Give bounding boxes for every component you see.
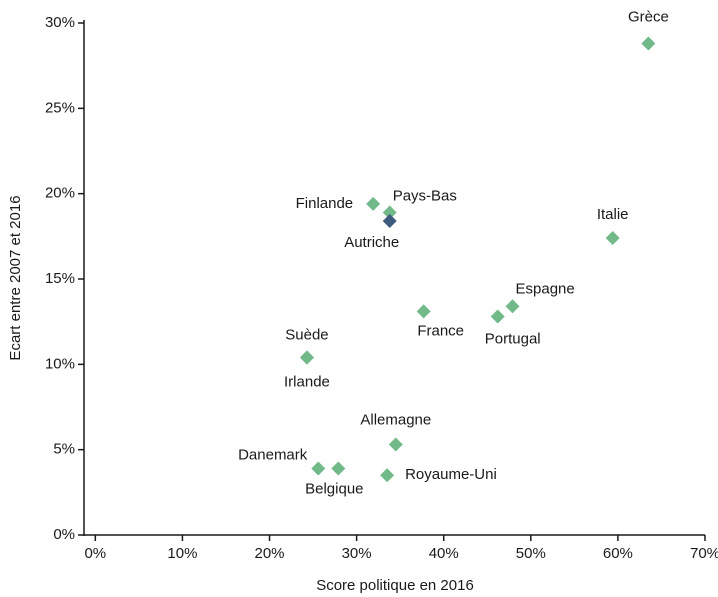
point xyxy=(605,231,620,246)
x-tick-label: 10% xyxy=(167,545,197,562)
x-tick-label: 0% xyxy=(84,545,106,562)
point-label: Danemark xyxy=(238,446,308,463)
point xyxy=(331,461,346,476)
x-axis-title: Score politique en 2016 xyxy=(316,577,474,594)
point-label: Irlande xyxy=(284,373,330,390)
point-label: Suède xyxy=(285,326,328,343)
y-tick-label: 5% xyxy=(53,441,75,458)
point xyxy=(416,304,431,319)
y-tick-label: 15% xyxy=(45,270,75,287)
y-tick-label: 30% xyxy=(45,14,75,31)
y-tick-label: 25% xyxy=(45,99,75,116)
point xyxy=(382,205,397,220)
y-tick-label: 0% xyxy=(53,526,75,543)
point xyxy=(388,437,403,452)
point xyxy=(382,213,397,228)
point-label: Finlande xyxy=(296,195,354,212)
point-label: Portugal xyxy=(485,331,541,348)
y-tick-label: 20% xyxy=(45,185,75,202)
point-label: Espagne xyxy=(516,280,575,297)
point xyxy=(490,309,505,324)
x-tick-label: 40% xyxy=(429,545,459,562)
point-label: Autriche xyxy=(344,234,399,251)
point-label: Pays-Bas xyxy=(393,187,457,204)
point xyxy=(505,299,520,314)
point xyxy=(366,196,381,211)
x-tick-label: 70% xyxy=(690,545,718,562)
point xyxy=(380,468,395,483)
point xyxy=(299,350,314,365)
point-label: France xyxy=(417,322,464,339)
x-tick-label: 60% xyxy=(603,545,633,562)
x-tick-label: 30% xyxy=(342,545,372,562)
point-label: Grèce xyxy=(628,8,669,25)
point-label: Allemagne xyxy=(360,412,431,429)
y-axis-title: Ecart entre 2007 et 2016 xyxy=(7,195,24,360)
point-label: Italie xyxy=(597,206,629,223)
x-tick-label: 20% xyxy=(255,545,285,562)
point xyxy=(311,461,326,476)
point-label: Belgique xyxy=(305,480,363,497)
point xyxy=(641,36,656,51)
x-tick-label: 50% xyxy=(516,545,546,562)
y-tick-label: 10% xyxy=(45,355,75,372)
point-label: Royaume-Uni xyxy=(405,466,497,483)
